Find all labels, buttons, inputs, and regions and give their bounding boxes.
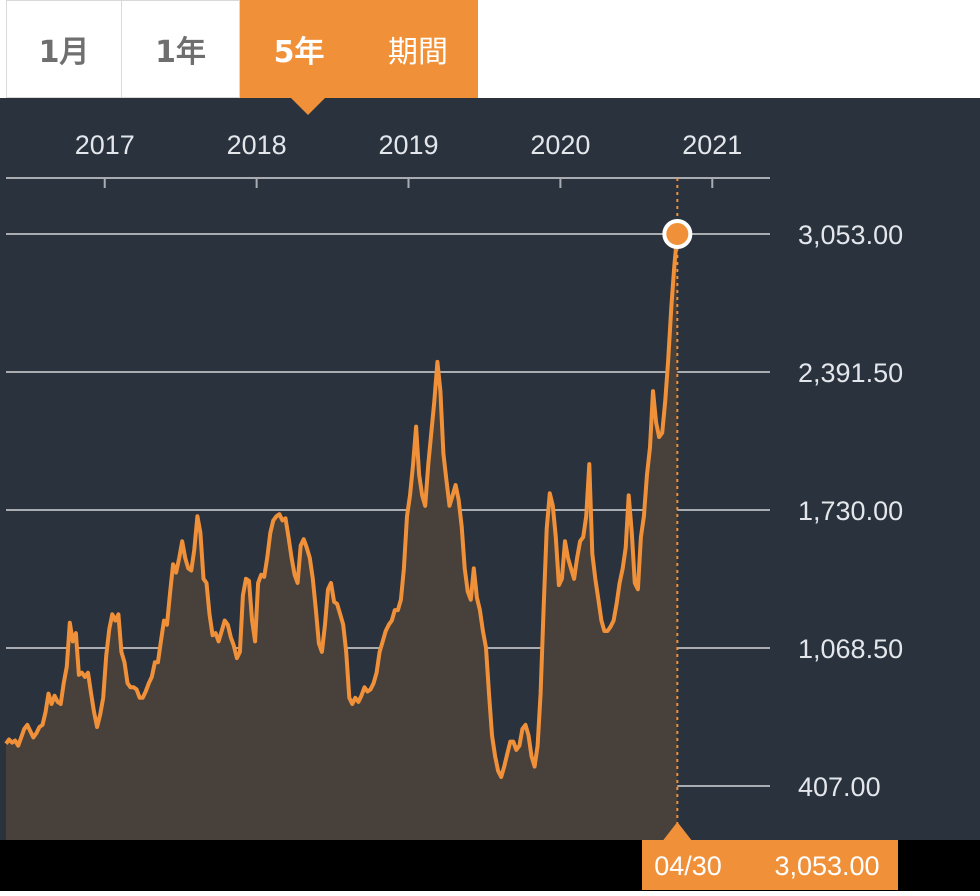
x-tick-label: 2018 bbox=[227, 130, 287, 160]
cursor-value-label: 3,053.00 bbox=[774, 851, 879, 881]
tab-1-year[interactable]: 1年 bbox=[122, 0, 240, 98]
chart-svg: 2017 2018 2019 2020 2021 3,053.00 2,391.50 1,7… bbox=[0, 98, 980, 891]
y-tick-label: 407.00 bbox=[798, 772, 881, 802]
x-tick-label: 2017 bbox=[75, 130, 135, 160]
cursor-readout-box bbox=[642, 840, 898, 890]
series-area bbox=[6, 234, 678, 840]
range-tab-bar: 1月 1年 5年 期間 bbox=[0, 0, 980, 100]
active-tab-pointer bbox=[291, 98, 325, 115]
y-tick-label: 1,730.00 bbox=[798, 496, 903, 526]
y-tick-label: 2,391.50 bbox=[798, 358, 903, 388]
price-chart[interactable]: 2017 2018 2019 2020 2021 3,053.00 2,391.50 1,7… bbox=[0, 98, 980, 891]
x-tick-label: 2021 bbox=[682, 130, 742, 160]
x-tick-label: 2020 bbox=[530, 130, 590, 160]
cursor-arrow bbox=[663, 822, 692, 840]
tab-5-years[interactable]: 5年 bbox=[240, 0, 358, 98]
y-tick-label: 3,053.00 bbox=[798, 220, 903, 250]
y-tick-label: 1,068.50 bbox=[798, 634, 903, 664]
tab-custom-period[interactable]: 期間 bbox=[358, 0, 478, 98]
cursor-date-label: 04/30 bbox=[654, 851, 722, 881]
x-tick-label: 2019 bbox=[378, 130, 438, 160]
series-line bbox=[4, 233, 680, 779]
tab-1-month[interactable]: 1月 bbox=[6, 0, 122, 98]
last-point-marker bbox=[662, 219, 693, 249]
